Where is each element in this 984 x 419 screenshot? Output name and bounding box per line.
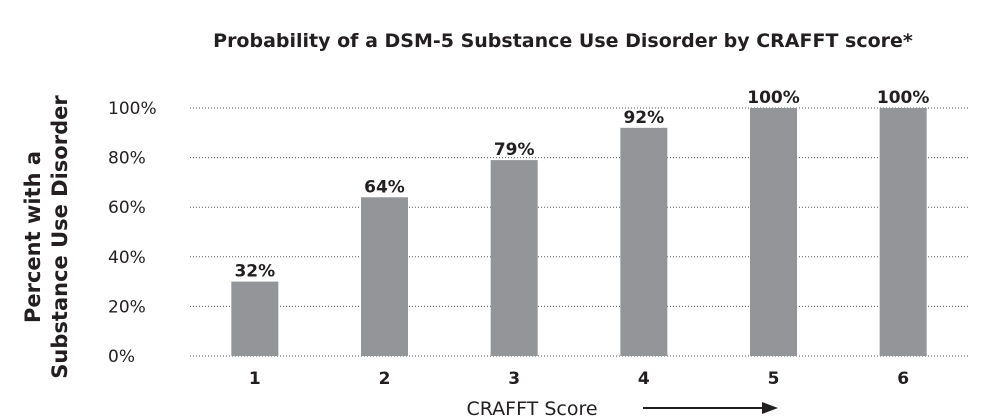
data-label: 100% [877,88,930,108]
chart-title: Probability of a DSM-5 Substance Use Dis… [213,30,913,52]
x-tick-label: 4 [638,369,650,389]
y-axis-label-line-2: Substance Use Disorder [48,95,72,379]
x-tick-label: 2 [379,369,391,389]
y-axis-ticks: 0% 20% 40% 60% 80% 100% [108,99,157,367]
y-tick-label: 80% [108,149,146,169]
bar [490,160,538,356]
data-labels: 32% 64% 79% 92% 100% 100% [234,88,929,282]
x-axis-label: CRAFFT Score [466,398,597,419]
y-axis-label-line-1: Percent with a [21,151,45,323]
y-tick-label: 100% [108,99,157,119]
data-label: 100% [747,88,800,108]
x-tick-label: 3 [508,369,520,389]
x-tick-label: 5 [768,369,780,389]
gridlines [190,107,968,357]
arrow-right-icon [643,402,778,414]
data-label: 64% [364,177,405,197]
bar [879,108,927,356]
data-label: 92% [623,108,664,128]
data-label: 32% [234,262,275,282]
x-axis-ticks: 1 2 3 4 5 6 [249,369,909,389]
x-tick-label: 1 [249,369,261,389]
x-tick-label: 6 [897,369,909,389]
bars [231,108,927,356]
bar [750,108,797,356]
y-tick-label: 20% [108,297,146,317]
bar [361,197,408,356]
bar [620,127,668,356]
y-tick-label: 0% [108,347,135,367]
bar [231,281,279,356]
y-axis-label: Percent with a Substance Use Disorder [21,95,72,379]
y-tick-label: 40% [108,248,146,268]
y-tick-label: 60% [108,198,146,218]
data-label: 79% [494,140,535,160]
